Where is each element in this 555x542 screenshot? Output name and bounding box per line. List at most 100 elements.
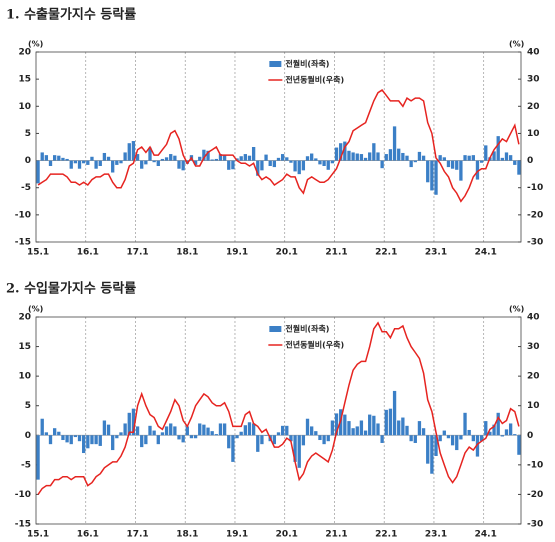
bar xyxy=(65,435,69,443)
bar xyxy=(479,435,484,442)
bar xyxy=(156,160,160,166)
legend-label: 전년동월비(우축) xyxy=(285,340,344,350)
bar xyxy=(227,435,231,449)
y-tick-label: -15 xyxy=(15,238,31,248)
x-tick-label: 15.1 xyxy=(27,248,49,258)
bar xyxy=(272,160,277,168)
bar xyxy=(127,412,131,436)
bar xyxy=(243,425,247,436)
bar xyxy=(513,160,517,165)
line xyxy=(37,321,520,495)
bar xyxy=(123,152,127,161)
bar xyxy=(106,424,111,436)
bar xyxy=(86,435,90,449)
x-tick-label: 17.1 xyxy=(126,530,148,540)
bar xyxy=(135,154,140,161)
y2-tick-label: -10 xyxy=(527,460,543,470)
bar xyxy=(372,143,376,161)
bar xyxy=(330,420,335,436)
bar xyxy=(380,435,384,443)
bar xyxy=(268,160,272,166)
bar xyxy=(359,420,364,436)
bar xyxy=(492,424,496,436)
bar xyxy=(222,423,227,436)
bar xyxy=(144,435,148,445)
y2-tick-label: 10 xyxy=(527,401,540,411)
bar xyxy=(106,156,111,161)
bar xyxy=(318,435,322,441)
x-tick-label: 18.1 xyxy=(176,530,198,540)
x-tick-label: 17.1 xyxy=(126,248,148,258)
bar xyxy=(455,160,459,170)
bar xyxy=(430,160,434,191)
bar xyxy=(111,160,115,173)
legend-label: 전년동월비(우축) xyxy=(285,75,344,85)
bar xyxy=(409,160,413,168)
bar xyxy=(363,157,368,161)
y-tick-label: 0 xyxy=(25,156,31,166)
legend-label: 전월비(좌축) xyxy=(285,324,329,334)
bar xyxy=(247,155,252,161)
bar xyxy=(380,160,384,169)
bar xyxy=(500,435,505,437)
bar xyxy=(305,156,310,161)
bar xyxy=(36,160,40,184)
bar xyxy=(214,434,218,436)
bar xyxy=(82,160,86,164)
bar xyxy=(285,425,289,436)
bar xyxy=(36,435,40,480)
chart-title: 1. 수출물가지수 등락률 xyxy=(6,7,136,23)
legend-swatch xyxy=(269,326,282,332)
bar xyxy=(206,427,210,436)
bar xyxy=(82,435,86,454)
x-tick-label: 18.1 xyxy=(176,248,198,258)
bar xyxy=(280,154,285,161)
bar xyxy=(231,160,235,170)
x-tick-label: 24.1 xyxy=(475,248,497,258)
bar xyxy=(359,154,364,161)
bar xyxy=(260,435,264,445)
y2-tick-label: -30 xyxy=(527,238,543,248)
bar xyxy=(347,421,351,436)
bar xyxy=(413,435,417,443)
bar xyxy=(94,160,98,169)
bar xyxy=(111,435,115,451)
bar xyxy=(479,160,484,163)
bar xyxy=(508,155,513,161)
bar xyxy=(305,418,310,436)
bar xyxy=(504,152,509,161)
x-tick-label: 24.1 xyxy=(475,530,497,540)
bar xyxy=(144,160,148,165)
bar xyxy=(206,150,210,161)
y-unit-label: (%) xyxy=(28,305,43,314)
x-tick-label: 16.1 xyxy=(77,530,99,540)
bar xyxy=(438,435,442,442)
bar xyxy=(98,160,102,166)
bar xyxy=(343,141,347,161)
bar xyxy=(401,152,405,161)
y2-tick-label: 30 xyxy=(527,342,540,352)
bar xyxy=(326,160,330,170)
bar xyxy=(318,160,322,165)
bar xyxy=(301,435,306,446)
bar xyxy=(334,413,339,436)
bar xyxy=(293,160,297,172)
bar xyxy=(140,435,144,448)
bar xyxy=(322,435,326,445)
bar xyxy=(475,435,480,457)
bar xyxy=(69,160,73,169)
bar xyxy=(90,156,94,161)
bar xyxy=(239,431,243,436)
bar xyxy=(430,435,434,474)
x-tick-label: 22.1 xyxy=(375,248,397,258)
bar xyxy=(231,435,235,462)
bar xyxy=(496,412,500,436)
bar xyxy=(102,420,107,436)
line xyxy=(37,88,520,203)
y-tick-label: 5 xyxy=(25,401,31,411)
y-tick-label: -10 xyxy=(15,210,31,220)
bar xyxy=(450,435,455,446)
legend-swatch xyxy=(269,61,282,67)
bar xyxy=(160,432,165,436)
bar xyxy=(210,159,214,161)
